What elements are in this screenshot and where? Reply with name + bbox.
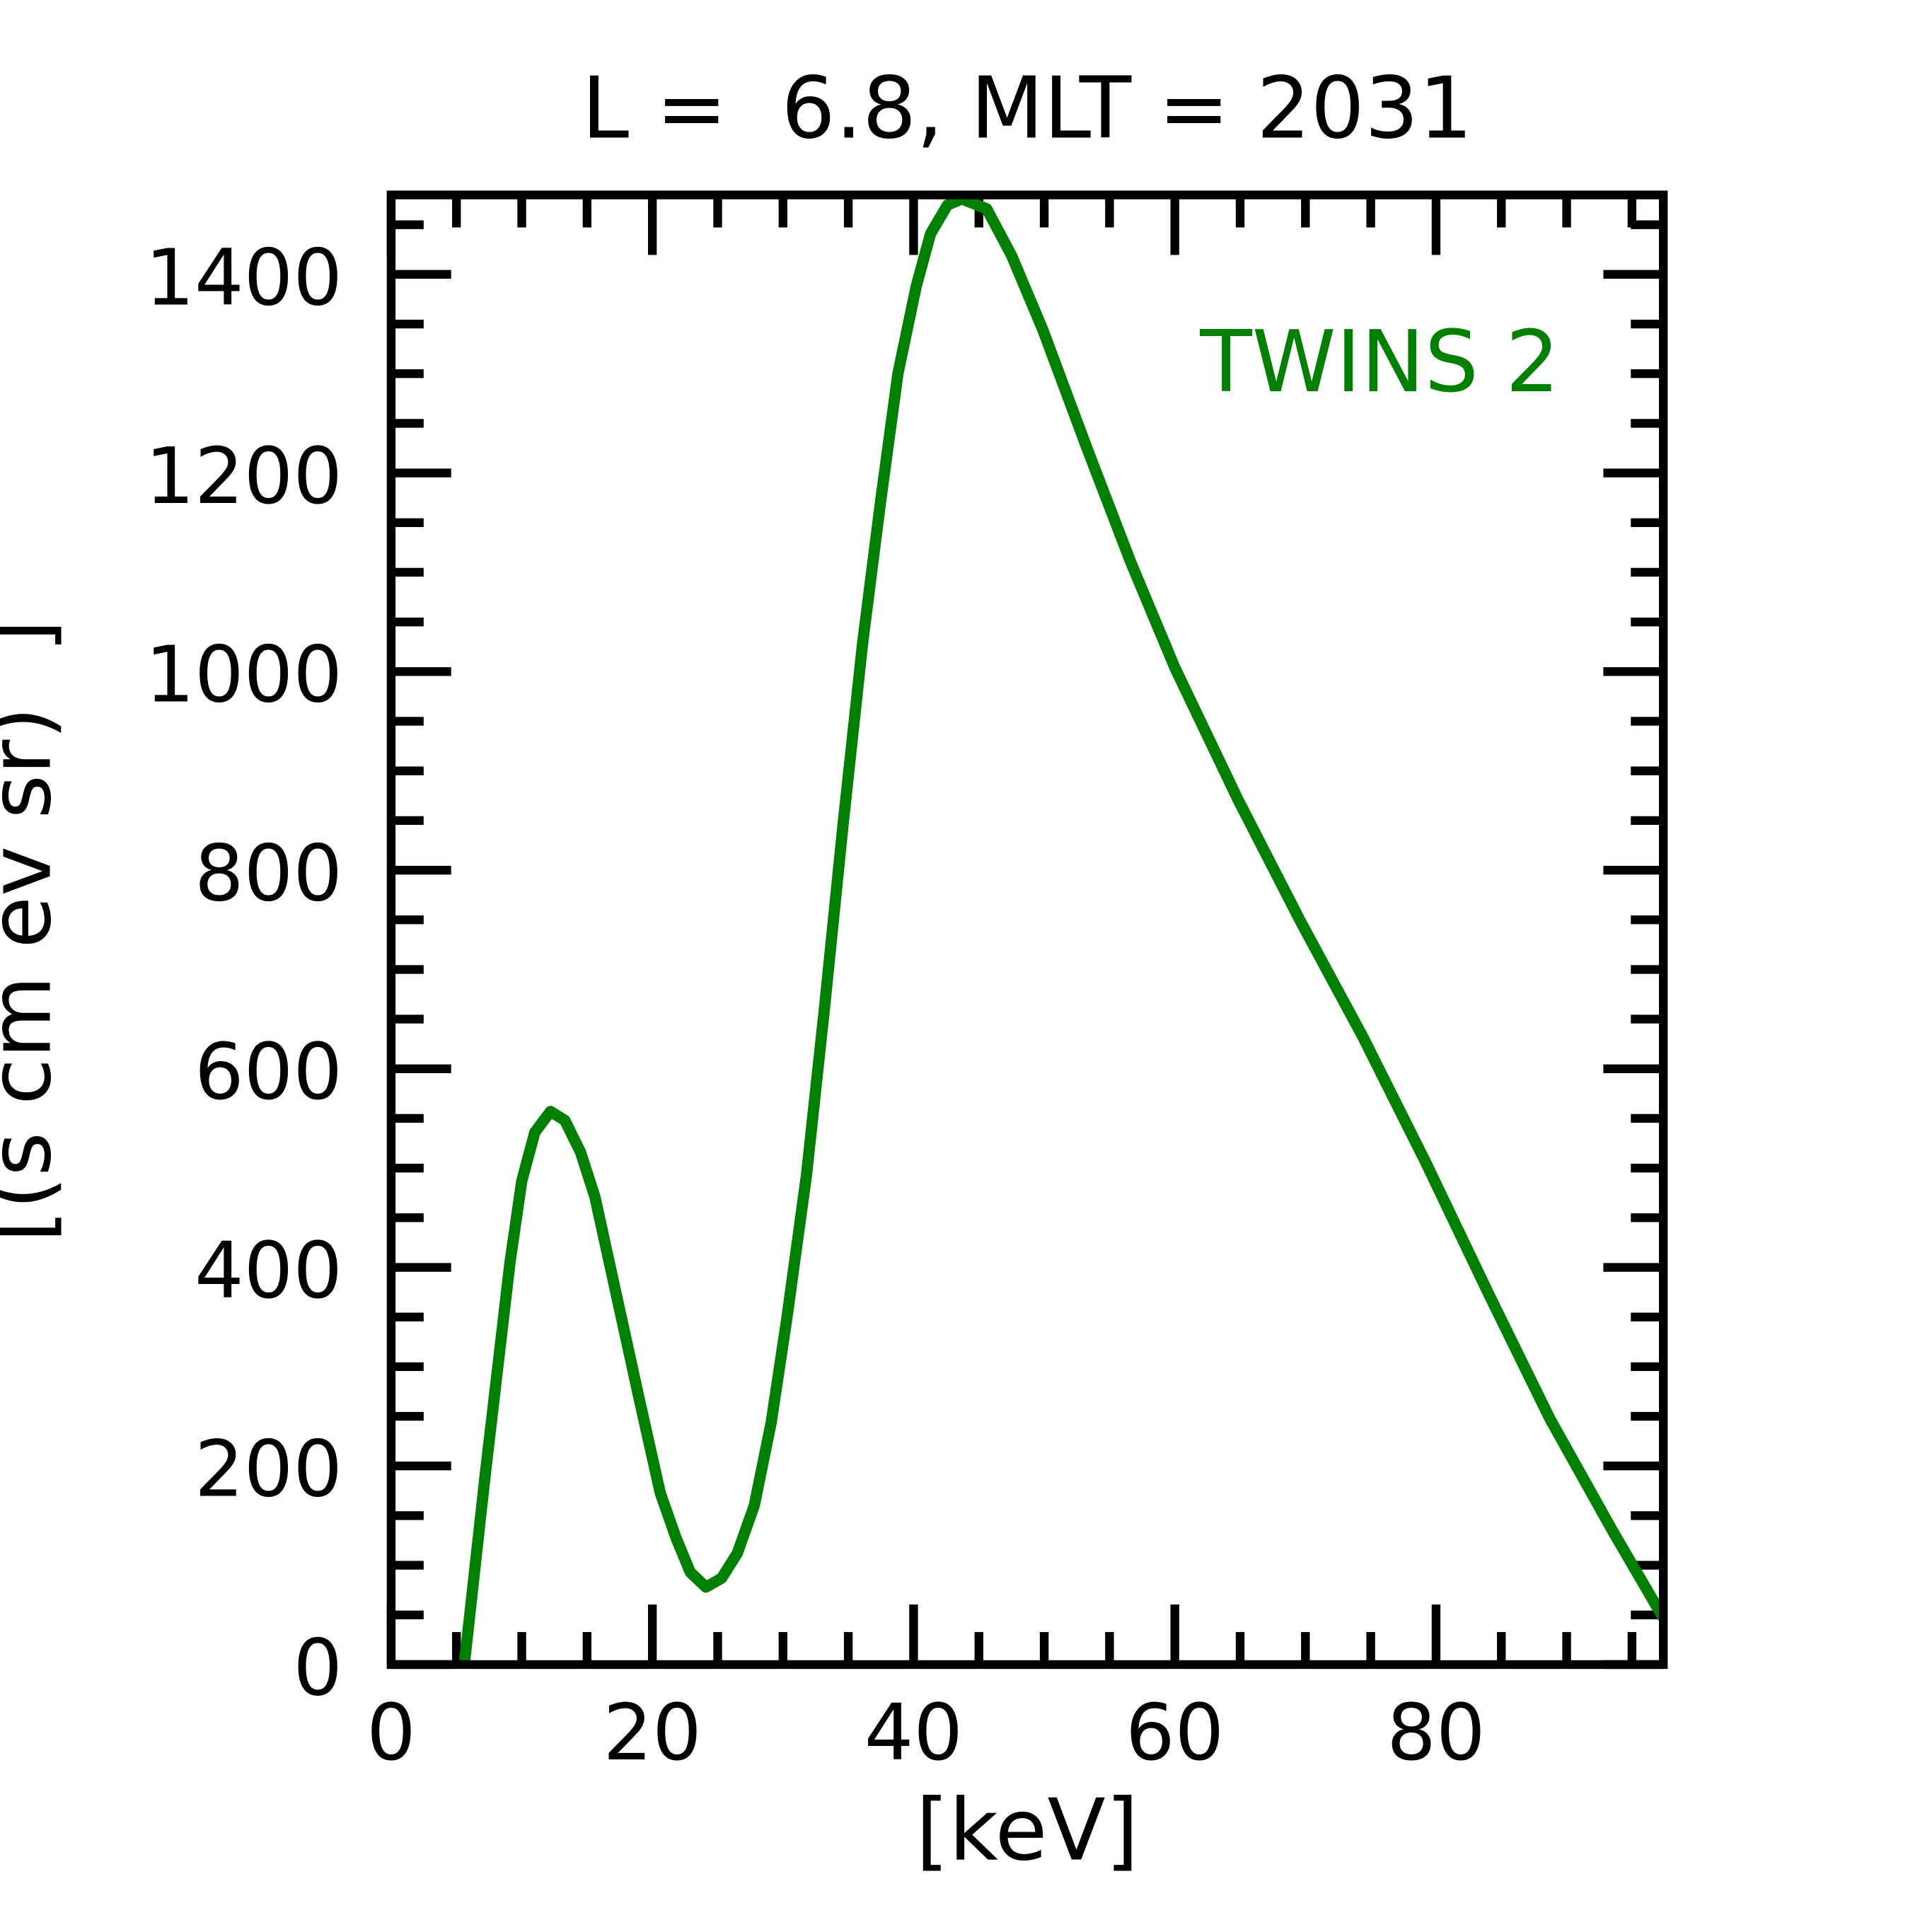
y-tick-label: 800 — [195, 828, 342, 918]
x-tick-label: 80 — [1387, 1687, 1485, 1778]
series-line-twins-2 — [458, 195, 1664, 1665]
x-tick-label: 60 — [1126, 1687, 1224, 1778]
x-axis-label: [keV] — [916, 1782, 1139, 1880]
y-tick-label: 200 — [195, 1424, 342, 1515]
y-tick-label: 400 — [195, 1225, 342, 1316]
x-tick-label: 40 — [864, 1687, 963, 1778]
x-tick-label: 20 — [603, 1687, 701, 1778]
plot-frame — [386, 190, 1668, 1670]
chart-title: L = 6.8, MLT = 2031 — [582, 59, 1473, 158]
y-tick-label: 1400 — [145, 232, 342, 323]
y-axis-label: [(s cm ev sr) ] — [0, 620, 71, 1243]
axis-ticks — [386, 195, 1664, 1670]
x-tick-label: 0 — [366, 1687, 416, 1778]
y-tick-label: 0 — [293, 1622, 342, 1713]
legend-annotation: TWINS 2 — [1199, 313, 1559, 412]
y-tick-label: 1000 — [145, 630, 342, 720]
y-tick-label: 1200 — [145, 431, 342, 521]
y-tick-label: 600 — [195, 1026, 342, 1117]
